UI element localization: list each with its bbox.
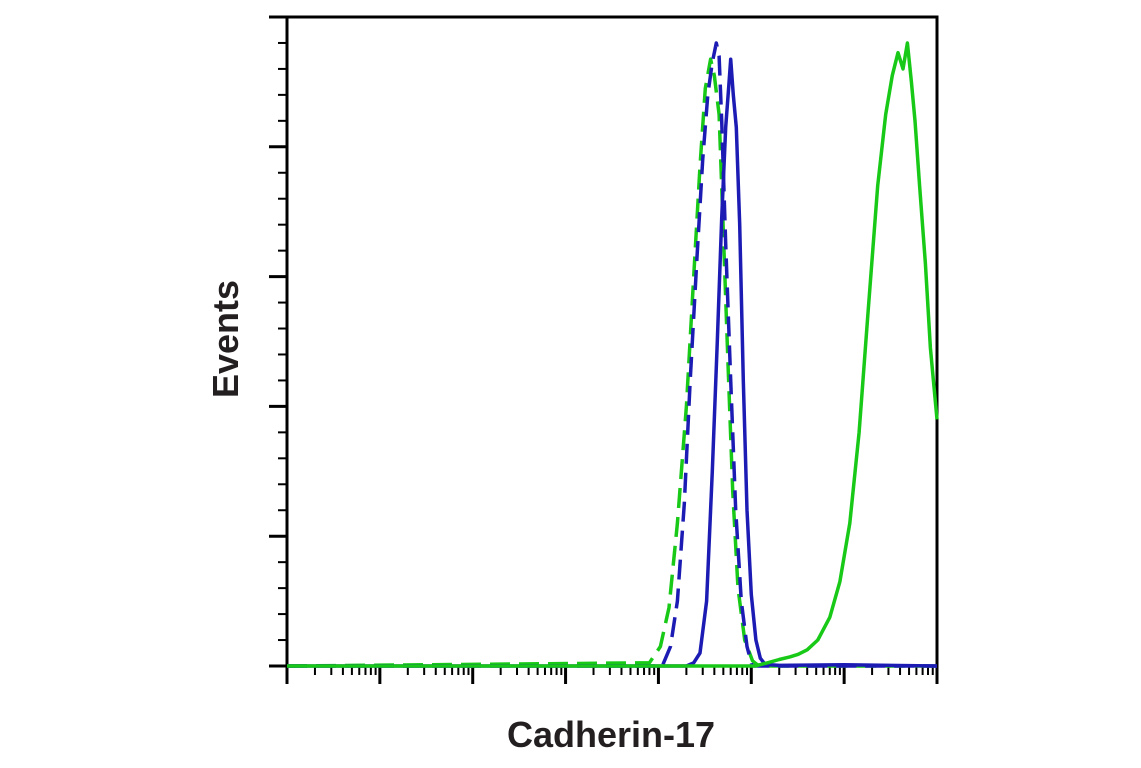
y-axis-ticks: [269, 15, 287, 668]
histogram-series: [286, 41, 939, 668]
series-line-4: [287, 41, 939, 668]
y-axis-title: Events: [205, 280, 246, 398]
plot-frame: [285, 15, 939, 668]
x-axis-ticks: [285, 666, 939, 684]
series-line-2: [287, 41, 937, 668]
x-axis-title: Cadherin-17: [507, 714, 715, 755]
